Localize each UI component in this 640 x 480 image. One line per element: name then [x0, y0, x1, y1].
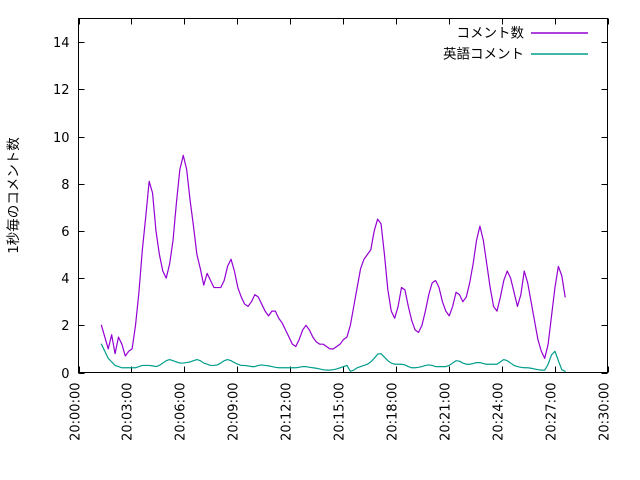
y-tick-label: 12: [53, 83, 70, 98]
data-series-group: [100, 154, 566, 372]
x-tick-label: 20:24:00: [492, 383, 507, 441]
x-tick-label: 20:21:00: [439, 383, 454, 441]
x-tick-label: 20:27:00: [545, 383, 560, 441]
plot-frame-border: [78, 18, 608, 373]
x-tick-label: 20:00:00: [69, 383, 84, 441]
x-tick-label: 20:18:00: [386, 383, 401, 441]
y-tick-label: 2: [61, 319, 69, 334]
y-tick-label: 10: [53, 131, 70, 146]
x-tick-label: 20:06:00: [174, 383, 189, 441]
tick-marks-group: [78, 18, 609, 374]
legend-label-0: コメント数: [457, 26, 525, 42]
y-tick-label: 14: [53, 36, 70, 51]
x-tick-label: 20:09:00: [227, 383, 242, 441]
y-tick-label: 8: [61, 178, 69, 193]
legend-label-1: 英語コメント: [443, 46, 524, 63]
x-tick-label: 20:30:00: [598, 383, 613, 441]
y-tick-label: 6: [61, 225, 69, 240]
x-tick-label: 20:15:00: [333, 383, 348, 441]
series-line-comment-count: [100, 154, 566, 359]
y-tick-label: 4: [61, 272, 69, 287]
y-tick-label: 0: [61, 367, 69, 382]
x-axis-tick-labels: 20:00:00 20:03:00 20:06:00 20:09:00 20:12:00…: [69, 383, 613, 441]
y-axis-tick-labels: 0 2 4 6 8 10 12 14: [53, 36, 70, 382]
x-tick-label: 20:12:00: [280, 383, 295, 441]
x-tick-label: 20:03:00: [121, 383, 136, 441]
y-axis-title: 1秒毎のコメント数: [6, 137, 22, 254]
series-line-english-comments: [100, 343, 566, 372]
